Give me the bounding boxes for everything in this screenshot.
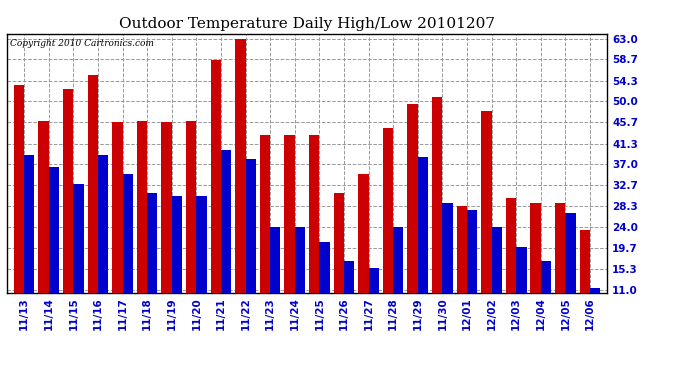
Bar	[541, 261, 551, 343]
Bar	[417, 157, 428, 343]
Bar	[137, 121, 147, 343]
Bar	[565, 213, 575, 343]
Bar	[246, 159, 256, 343]
Text: Copyright 2010 Cartronics.com: Copyright 2010 Cartronics.com	[10, 39, 154, 48]
Bar	[63, 89, 73, 343]
Bar	[334, 194, 344, 343]
Bar	[590, 288, 600, 343]
Bar	[235, 39, 246, 343]
Bar	[481, 111, 491, 343]
Bar	[491, 227, 502, 343]
Bar	[161, 122, 172, 343]
Bar	[407, 104, 417, 343]
Bar	[24, 154, 34, 343]
Bar	[210, 60, 221, 343]
Bar	[442, 203, 453, 343]
Bar	[88, 75, 98, 343]
Bar	[309, 135, 319, 343]
Bar	[197, 196, 207, 343]
Bar	[14, 84, 24, 343]
Bar	[49, 167, 59, 343]
Bar	[172, 196, 182, 343]
Bar	[186, 121, 197, 343]
Bar	[531, 203, 541, 343]
Bar	[319, 242, 330, 343]
Bar	[147, 194, 157, 343]
Bar	[368, 268, 379, 343]
Bar	[516, 246, 526, 343]
Bar	[73, 184, 83, 343]
Bar	[506, 198, 516, 343]
Bar	[270, 227, 280, 343]
Bar	[467, 210, 477, 343]
Bar	[98, 154, 108, 343]
Bar	[260, 135, 270, 343]
Bar	[383, 128, 393, 343]
Bar	[295, 227, 305, 343]
Bar	[393, 227, 404, 343]
Bar	[284, 135, 295, 343]
Bar	[432, 97, 442, 343]
Bar	[112, 122, 123, 343]
Bar	[221, 150, 231, 343]
Bar	[457, 206, 467, 343]
Bar	[580, 230, 590, 343]
Bar	[123, 174, 133, 343]
Bar	[358, 174, 368, 343]
Bar	[39, 121, 49, 343]
Bar	[344, 261, 354, 343]
Bar	[555, 203, 565, 343]
Title: Outdoor Temperature Daily High/Low 20101207: Outdoor Temperature Daily High/Low 20101…	[119, 17, 495, 31]
